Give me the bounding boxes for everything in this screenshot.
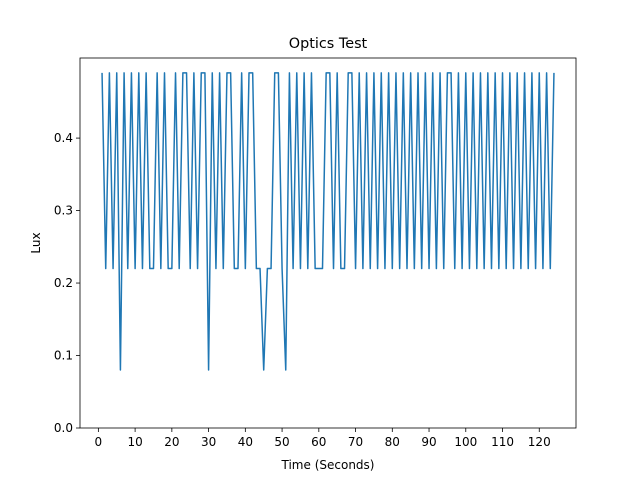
x-axis-label: Time (Seconds)	[281, 458, 375, 472]
y-tick-label: 0.4	[54, 131, 73, 145]
x-tick-label: 120	[528, 435, 551, 449]
x-tick-label: 40	[238, 435, 253, 449]
x-tick-label: 100	[454, 435, 477, 449]
axes-frame	[79, 57, 577, 429]
x-tick-label: 0	[95, 435, 103, 449]
x-tick-label: 20	[164, 435, 179, 449]
x-tick-label: 110	[491, 435, 514, 449]
x-tick-label: 10	[127, 435, 142, 449]
x-tick-label: 90	[421, 435, 436, 449]
y-tick-label: 0.0	[54, 421, 73, 435]
x-tick-label: 70	[348, 435, 363, 449]
x-tick-label: 50	[274, 435, 289, 449]
x-tick-label: 60	[311, 435, 326, 449]
y-axis-label: Lux	[29, 232, 43, 253]
x-tick-label: 30	[201, 435, 216, 449]
data-line	[101, 72, 555, 371]
y-tick-label: 0.1	[54, 349, 73, 363]
y-tick-label: 0.2	[54, 276, 73, 290]
chart-title: Optics Test	[289, 36, 368, 52]
y-tick-label: 0.3	[54, 204, 73, 218]
x-tick-label: 80	[385, 435, 400, 449]
